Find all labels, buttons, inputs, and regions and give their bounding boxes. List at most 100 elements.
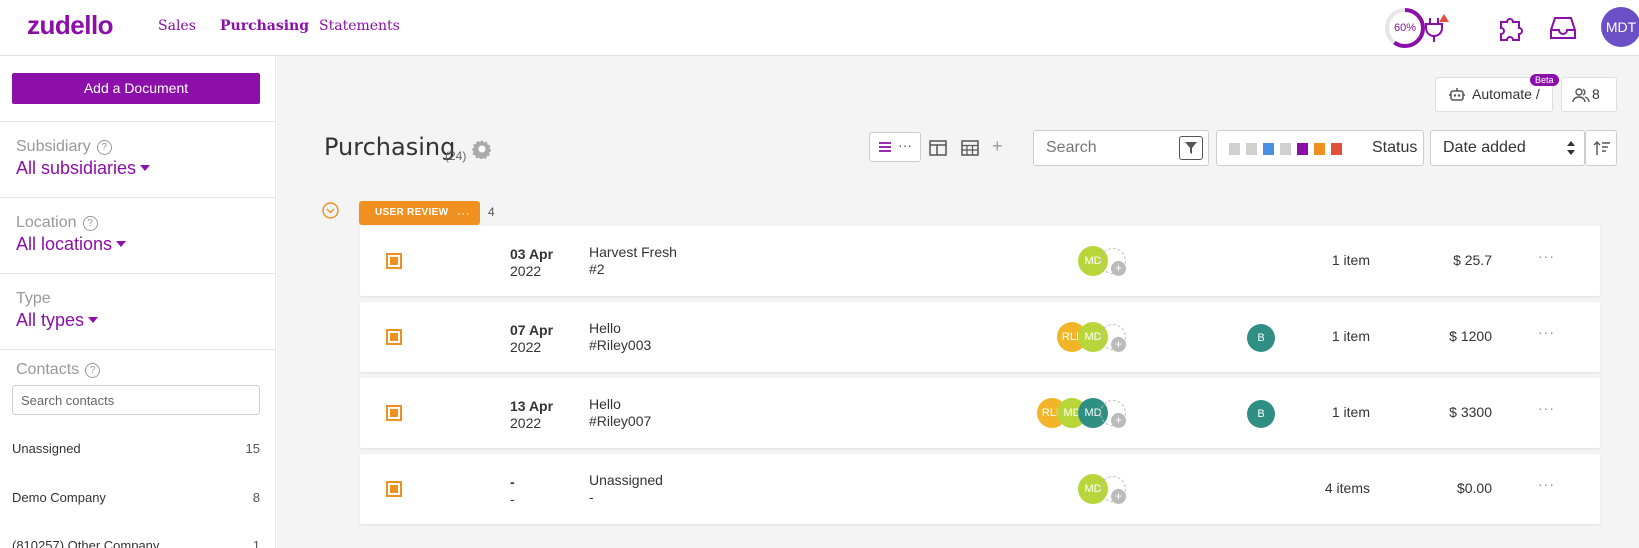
group-user-review-badge[interactable]: USER REVIEW ··· [359, 201, 480, 225]
split-view-icon[interactable] [929, 140, 947, 156]
caret-down-icon [140, 165, 151, 171]
filter-icon[interactable] [1179, 136, 1203, 160]
help-icon[interactable]: ? [85, 363, 101, 378]
row-reference: - [589, 489, 594, 505]
row-supplier: Harvest Fresh [589, 244, 677, 260]
type-select[interactable]: All types [16, 310, 99, 331]
sort-select[interactable]: Date added [1430, 130, 1585, 166]
status-swatch[interactable] [1246, 143, 1257, 155]
document-row[interactable]: 07 Apr 2022 Hello #Riley003 RLL MD + B 1… [360, 302, 1600, 372]
sort-direction-button[interactable] [1585, 130, 1617, 166]
sidebar-divider [0, 197, 276, 198]
puzzle-icon[interactable] [1495, 12, 1527, 44]
plus-icon[interactable]: + [1111, 413, 1126, 428]
status-swatch[interactable] [1314, 143, 1325, 155]
plus-icon[interactable]: + [1111, 337, 1126, 352]
inbox-icon[interactable] [1547, 12, 1579, 44]
contact-count: 15 [245, 441, 260, 456]
robot-icon [1449, 88, 1465, 101]
contact-name: (810257) Other Company [12, 538, 160, 548]
subsidiary-select[interactable]: All subsidiaries [16, 158, 151, 179]
app-logo[interactable]: zudello [27, 10, 114, 40]
row-supplier: Hello [589, 396, 621, 412]
contacts-label: Contacts? [16, 361, 101, 379]
caret-down-icon [116, 241, 127, 247]
select-arrows-icon [1567, 141, 1575, 155]
document-row[interactable]: - - Unassigned - MD + 4 items $0.00 ··· [360, 454, 1600, 524]
top-navigation: zudello Sales Purchasing Statements 60% … [0, 0, 1639, 56]
help-icon[interactable]: ? [82, 216, 98, 231]
status-label: Status [1372, 139, 1418, 156]
row-date-year: - [510, 491, 515, 507]
row-item-count: 4 items [1324, 480, 1370, 496]
gear-icon[interactable] [471, 139, 492, 160]
help-icon[interactable]: ? [96, 140, 112, 155]
status-swatch[interactable] [1229, 143, 1240, 155]
status-swatch[interactable] [1331, 143, 1342, 155]
sidebar-divider [0, 121, 276, 122]
row-more-icon[interactable]: ··· [1538, 248, 1555, 264]
location-value: All locations [16, 234, 113, 254]
document-row[interactable]: 03 Apr 2022 Harvest Fresh #2 MD + 1 item… [360, 226, 1600, 296]
row-date-year: 2022 [510, 415, 542, 431]
automate-label: Automate / [1472, 86, 1540, 102]
contact-avatar[interactable]: B [1247, 400, 1275, 428]
nav-purchasing[interactable]: Purchasing [220, 18, 310, 34]
add-view-icon[interactable]: + [992, 136, 1003, 156]
row-more-icon[interactable]: ··· [1538, 400, 1555, 416]
row-more-icon[interactable]: ··· [1538, 476, 1555, 492]
group-menu-icon[interactable]: ··· [457, 206, 470, 220]
team-members-button[interactable]: 8 [1561, 77, 1617, 112]
progress-ring-icon [1385, 8, 1425, 48]
status-filter[interactable]: Status [1216, 130, 1424, 166]
row-checkbox[interactable] [386, 253, 402, 269]
people-icon [1572, 88, 1590, 103]
contacts-search-input[interactable] [12, 385, 260, 415]
team-count: 8 [1592, 86, 1600, 102]
collapse-group-icon[interactable] [322, 202, 339, 219]
row-amount: $0.00 [1456, 480, 1492, 496]
row-more-icon[interactable]: ··· [1538, 324, 1555, 340]
caret-down-icon [88, 317, 99, 323]
progress-indicator[interactable]: 60% [1384, 7, 1426, 49]
subsidiary-value: All subsidiaries [16, 158, 137, 178]
type-value: All types [16, 310, 85, 330]
row-reference: #2 [589, 261, 605, 277]
contact-count: 8 [252, 490, 260, 505]
status-swatch[interactable] [1263, 143, 1274, 155]
contact-avatar[interactable]: B [1247, 324, 1275, 352]
user-avatar[interactable]: MDT [1601, 7, 1639, 47]
nav-sales[interactable]: Sales [158, 18, 196, 34]
list-icon [879, 142, 891, 152]
plug-alert-icon[interactable] [1420, 12, 1452, 44]
nav-statements[interactable]: Statements [319, 18, 400, 34]
contact-item[interactable]: Demo Company 8 [12, 490, 260, 505]
table-view-icon[interactable] [961, 140, 979, 156]
row-checkbox[interactable] [386, 329, 402, 345]
row-checkbox[interactable] [386, 405, 402, 421]
contact-name: Demo Company [12, 490, 106, 505]
contact-item[interactable]: Unassigned 15 [12, 441, 260, 456]
row-amount: $ 25.7 [1453, 252, 1492, 268]
contact-count: 1 [252, 538, 260, 548]
document-row[interactable]: 13 Apr 2022 Hello #Riley007 RLL MD MD + … [360, 378, 1600, 448]
row-amount: $ 3300 [1449, 404, 1492, 420]
row-item-count: 1 item [1331, 404, 1370, 420]
row-checkbox[interactable] [386, 481, 402, 497]
row-reference: #Riley003 [589, 337, 652, 353]
add-document-button[interactable]: Add a Document [12, 73, 260, 104]
row-amount: $ 1200 [1449, 328, 1492, 344]
status-swatch[interactable] [1297, 143, 1308, 155]
contact-item[interactable]: (810257) Other Company 1 [12, 538, 260, 548]
location-select[interactable]: All locations [16, 234, 127, 255]
plus-icon[interactable]: + [1111, 261, 1126, 276]
subsidiary-label-text: Subsidiary [16, 138, 91, 155]
list-view-toggle[interactable]: ··· [869, 132, 921, 162]
sidebar-divider [0, 273, 276, 274]
status-swatch[interactable] [1280, 143, 1291, 155]
progress-label: 60% [1393, 22, 1417, 34]
plus-icon[interactable]: + [1111, 489, 1126, 504]
group-label: USER REVIEW [375, 207, 449, 218]
page-title: Purchasing [324, 133, 456, 161]
sidebar: Add a Document Subsidiary? All subsidiar… [0, 56, 276, 548]
